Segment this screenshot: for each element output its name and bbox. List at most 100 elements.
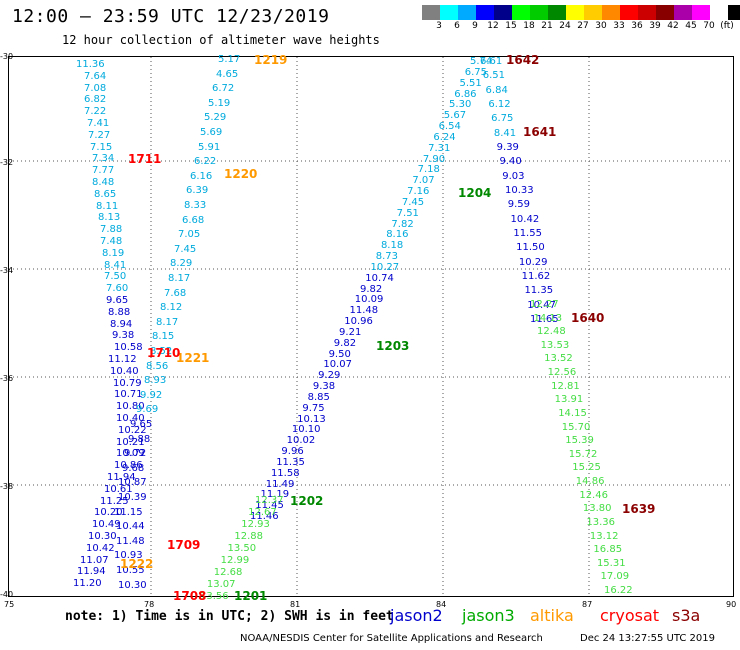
wave-height-value: 8.93 [144,375,167,387]
wave-height-value: 10.40 [110,365,139,377]
wave-height-value: 13.36 [586,516,616,528]
wave-height-value: 6.24 [433,131,456,143]
wave-height-value: 7.05 [178,229,201,241]
wave-height-value: 10.55 [116,565,145,576]
longitude-label: 84 [436,600,447,609]
pass-time-label: 1710 [147,346,181,360]
note-text: note: 1) Time is in UTC; 2) SWH is in fe… [65,609,394,624]
wave-height-value: 7.27 [88,129,111,141]
wave-height-value: 9.96 [281,446,304,457]
wave-height-value: 11.36 [76,59,105,70]
wave-height-value: 15.70 [561,421,591,433]
wave-height-value: 15.25 [572,462,601,474]
scale-cell [656,5,674,20]
wave-height-value: 8.11 [96,200,119,212]
wave-height-value: 7.88 [100,224,123,236]
wave-height-value: 7.51 [396,207,419,219]
scale-label: 27 [577,21,589,31]
footer-credit: NOAA/NESDIS Center for Satellite Applica… [240,633,543,644]
wave-height-value: 8.48 [92,177,115,188]
wave-height-value: 10.71 [114,389,143,401]
latitude-label: -30 [0,52,14,61]
scale-label: 18 [523,21,535,31]
wave-height-value: 9.92 [140,389,163,401]
wave-height-value: 8.18 [380,240,404,252]
wave-height-value: 5.67 [443,110,467,122]
wave-height-value: 6.82 [84,94,107,106]
pass-time-label: 1219 [254,53,288,67]
wave-height-value: 10.29 [518,256,548,268]
wave-height-value: 10.58 [114,342,143,354]
scale-cell [512,5,530,20]
scale-label: 15 [505,21,517,31]
wave-height-value: 10.49 [92,519,121,531]
wave-height-value: 7.48 [100,236,123,247]
wave-height-value: 17.09 [600,571,630,583]
wave-height-value: 8.17 [168,273,191,284]
scale-label: 6 [454,21,460,31]
longitude-label: 81 [290,600,301,609]
scale-cell [602,5,620,20]
wave-height-value: 14.13 [533,312,563,324]
wave-height-value: 5.51 [459,77,482,89]
wave-height-value: 13.53 [540,339,570,351]
latitude-label: -40 [0,590,14,599]
scale-label: 30 [595,21,607,31]
wave-height-value: 8.15 [152,331,175,343]
wave-height-value: 10.30 [118,579,147,591]
wave-height-value: 13.91 [554,394,584,406]
wave-height-value: 7.68 [164,287,187,299]
wave-height-value: 10.07 [323,359,352,371]
latitude-label: -32 [0,158,14,167]
scale-label: 45 [685,21,697,31]
wave-height-value: 5.30 [449,99,472,111]
wave-height-value: 11.15 [114,506,143,518]
pass-time-label: 1641 [523,125,557,139]
longitude-label: 87 [582,600,593,609]
wave-height-value: 7.64 [84,70,107,82]
wave-height-value: 13.56 [200,591,229,602]
scale-label: 21 [541,21,553,31]
pass-time-label: 1204 [458,186,492,200]
wave-height-value: 9.40 [499,156,522,168]
wave-height-value: 4.65 [216,68,239,80]
wave-height-value: 9.82 [360,283,383,295]
wave-height-value: 12.67 [248,507,277,518]
wave-height-value: 7.82 [391,218,414,230]
wave-height-value: 15.31 [596,557,626,569]
wave-height-value: 5.29 [204,112,227,124]
scale-label: (ft) [720,21,734,31]
wave-height-value: 11.50 [516,242,545,254]
wave-height-value: 12.48 [537,326,566,338]
pass-time-label: 1708 [173,589,207,603]
wave-height-value: 11.46 [250,511,279,522]
wave-height-value: 14.86 [575,476,605,488]
scale-cell [440,5,458,20]
wave-height-value: 8.94 [110,318,133,330]
wave-height-value: 9.72 [124,448,147,460]
pass-time-label: 1642 [506,53,540,67]
wave-height-value: 6.39 [186,185,209,197]
wave-height-value: 11.12 [108,354,137,365]
wave-height-value: 11.07 [80,554,109,566]
satellite-legend-item: s3a [672,606,701,625]
wave-height-value: 7.45 [174,243,197,255]
wave-height-value: 11.35 [524,285,554,297]
wave-height-value: 13.50 [227,543,257,554]
pass-time-label: 1201 [234,589,268,603]
pass-time-label: 1640 [571,311,605,325]
scale-cell [638,5,656,20]
wave-height-value: 9.50 [328,348,351,360]
wave-height-value: 9.59 [507,199,531,211]
wave-height-value: 12.88 [234,531,264,542]
wave-height-value: 7.08 [84,82,107,94]
wave-height-value: 12.37 [255,495,284,506]
wave-height-value: 10.42 [86,542,115,554]
wave-height-value: 10.13 [297,413,326,425]
wave-height-value: 5.17 [218,54,241,65]
wave-height-value: 8.56 [146,360,169,372]
latitude-label: -34 [0,266,14,275]
wave-height-value: 10.74 [365,272,394,284]
pass-time-label: 1220 [224,167,258,181]
scale-label: 3 [436,21,442,31]
